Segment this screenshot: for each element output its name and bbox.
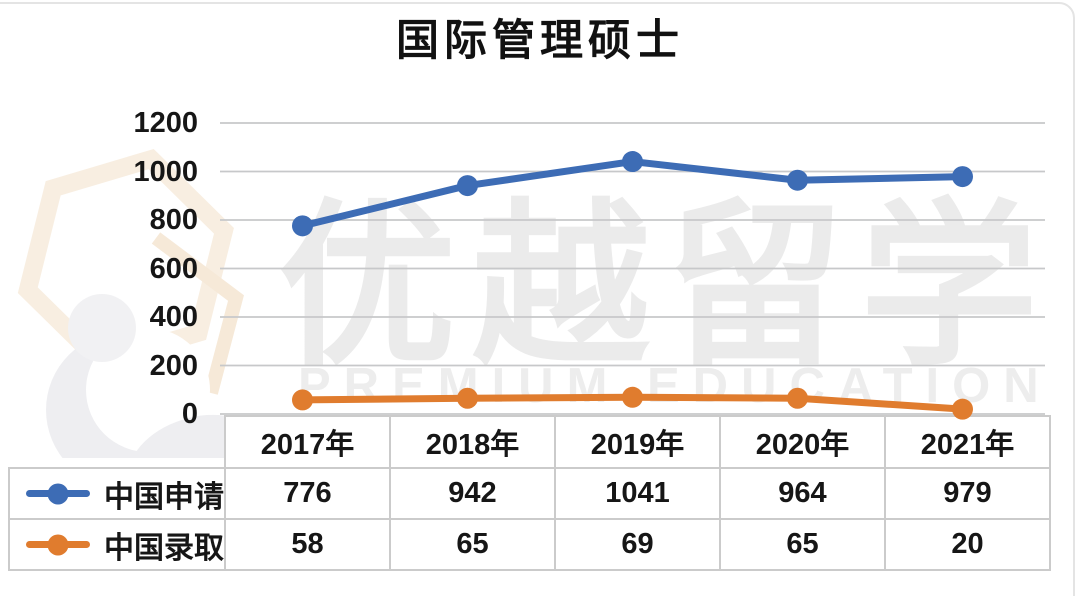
legend-dot-marker-icon [47,483,69,504]
chart-data-table: 2017年 2018年 2019年 2020年 2021年 中国申请 776 942 1041 9… [8,415,1051,571]
value-cell: 65 [719,518,886,571]
legend-dot-marker-icon [47,534,69,555]
value-cell: 979 [884,467,1051,520]
series-name: 中国申请 [104,480,224,514]
year-header-cell: 2018年 [389,415,556,469]
year-header-cell: 2021年 [884,415,1051,469]
value-cell: 69 [554,518,721,571]
legend-cell: 中国申请 [8,467,226,520]
series-row: 中国录取 58 65 69 65 20 [8,518,1051,571]
value-cell: 1041 [554,467,721,520]
year-header-cell: 2020年 [719,415,886,469]
series-row: 中国申请 776 942 1041 964 979 [8,467,1051,520]
y-axis-tick-label: 200 [149,349,198,382]
y-axis-tick-label: 800 [149,204,198,236]
y-axis-tick-label: 1000 [133,155,198,188]
year-header-cell: 2019年 [554,415,721,469]
watermark-text-en: PREMIUM EDUCATION [298,359,1052,413]
year-header-row: 2017年 2018年 2019年 2020年 2021年 [9,415,1051,469]
watermark-text-cn: 优越留学 [278,187,1054,386]
data-point-marker [952,166,973,188]
year-header-cell: 2017年 [224,415,391,469]
y-axis-tick-label: 600 [149,252,198,285]
legend-line-marker-icon [26,483,90,504]
legend-line-marker-icon [26,534,90,555]
value-cell: 20 [884,518,1051,571]
value-cell: 58 [224,518,391,571]
value-cell: 942 [389,467,556,520]
y-axis-tick-label: 0 [181,398,198,430]
y-axis-tick-label: 1200 [133,107,198,139]
value-cell: 65 [389,518,556,571]
value-cell: 776 [224,467,391,520]
legend-cell: 中国录取 [8,518,226,571]
y-axis-tick-label: 400 [149,301,198,333]
chart-title: 国际管理硕士 [396,18,684,65]
value-cell: 964 [719,467,886,520]
series-name: 中国录取 [104,531,224,565]
y-axis-labels: 1200 1000 800 600 400 200 0 [0,0,198,450]
data-point-marker [622,151,643,173]
